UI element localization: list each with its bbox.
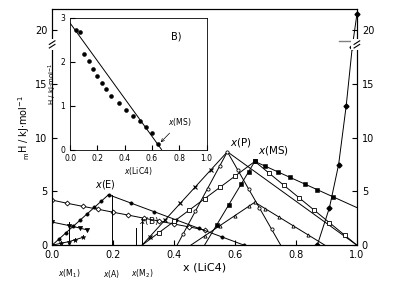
Text: $x$(E): $x$(E) bbox=[95, 179, 116, 191]
Text: $x$(M$_2$): $x$(M$_2$) bbox=[131, 268, 153, 280]
X-axis label: $x$(LiC4): $x$(LiC4) bbox=[124, 165, 153, 177]
Text: $x$(P): $x$(P) bbox=[231, 135, 252, 149]
Y-axis label: $_{\rm m}$H / kJ$\cdot$mol$^{-1}$: $_{\rm m}$H / kJ$\cdot$mol$^{-1}$ bbox=[16, 94, 32, 160]
Y-axis label: H / kJ$\cdot$mol$^{-1}$: H / kJ$\cdot$mol$^{-1}$ bbox=[47, 62, 59, 105]
X-axis label: x (LiC4): x (LiC4) bbox=[183, 263, 226, 273]
Text: B): B) bbox=[171, 31, 182, 41]
Text: $x$(B): $x$(B) bbox=[139, 216, 159, 228]
Text: $x$(MS): $x$(MS) bbox=[258, 144, 289, 157]
Text: $x$(MS): $x$(MS) bbox=[161, 116, 192, 142]
Text: $x$(A): $x$(A) bbox=[103, 268, 120, 280]
Text: $x$(M$_1$): $x$(M$_1$) bbox=[58, 268, 80, 280]
